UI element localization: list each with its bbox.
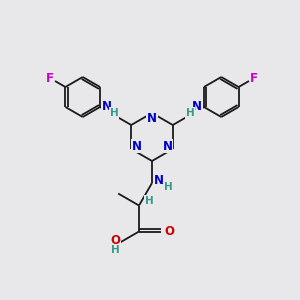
Text: H: H (110, 108, 118, 118)
Text: H: H (186, 108, 194, 118)
Text: N: N (163, 140, 172, 152)
Text: N: N (192, 100, 202, 113)
Text: N: N (131, 140, 141, 152)
Text: F: F (250, 71, 258, 85)
Text: O: O (110, 234, 120, 247)
Text: F: F (46, 71, 54, 85)
Text: N: N (154, 175, 164, 188)
Text: H: H (164, 182, 172, 192)
Text: H: H (145, 196, 153, 206)
Text: N: N (147, 112, 157, 125)
Text: N: N (102, 100, 112, 113)
Text: O: O (164, 225, 174, 238)
Text: H: H (111, 244, 119, 254)
